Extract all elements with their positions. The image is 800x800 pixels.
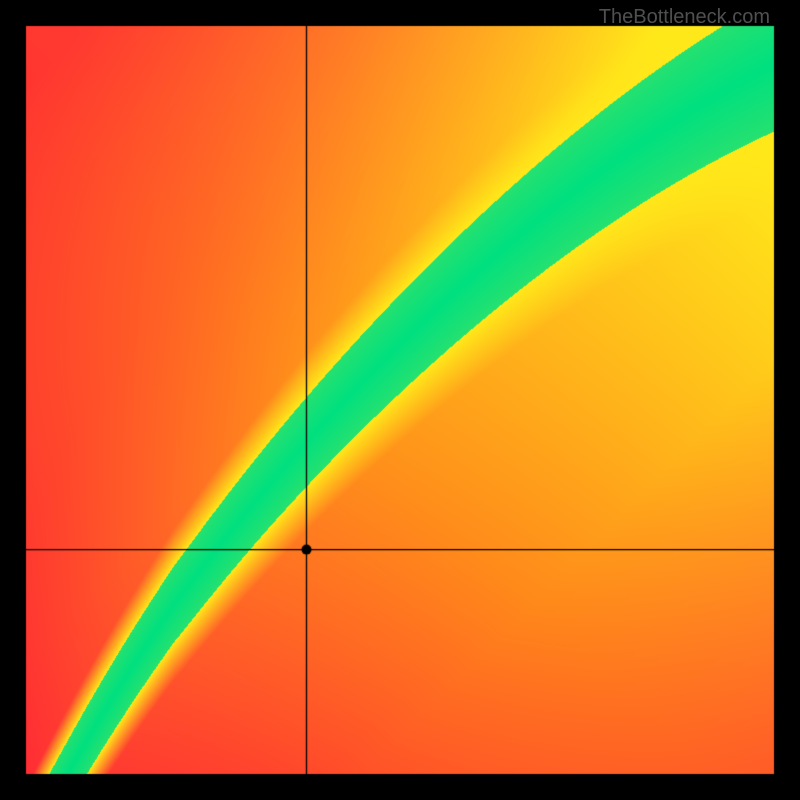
watermark-text: TheBottleneck.com xyxy=(599,6,770,29)
bottleneck-heatmap xyxy=(0,0,800,800)
chart-container: TheBottleneck.com xyxy=(0,0,800,800)
